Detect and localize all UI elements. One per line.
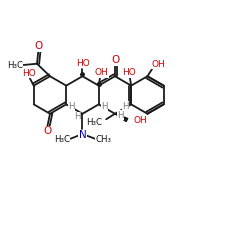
Text: H₃C: H₃C <box>54 135 70 144</box>
Text: O: O <box>43 126 51 136</box>
Text: OH: OH <box>134 116 148 125</box>
Text: CH₃: CH₃ <box>96 135 112 144</box>
Polygon shape <box>115 114 128 122</box>
Text: H₃C: H₃C <box>86 118 102 127</box>
Text: H: H <box>74 112 80 121</box>
Text: H: H <box>117 110 124 120</box>
Text: O: O <box>111 55 119 65</box>
Text: HO: HO <box>76 59 90 68</box>
Text: H: H <box>122 102 129 111</box>
Text: H: H <box>101 102 107 112</box>
Text: OH: OH <box>151 60 165 69</box>
Text: H₃C: H₃C <box>7 60 23 70</box>
Text: H: H <box>68 102 75 111</box>
Text: N: N <box>78 130 86 140</box>
Text: HO: HO <box>22 68 36 78</box>
Text: O: O <box>34 41 42 51</box>
Text: HO: HO <box>122 68 136 77</box>
Text: OH: OH <box>94 68 108 77</box>
